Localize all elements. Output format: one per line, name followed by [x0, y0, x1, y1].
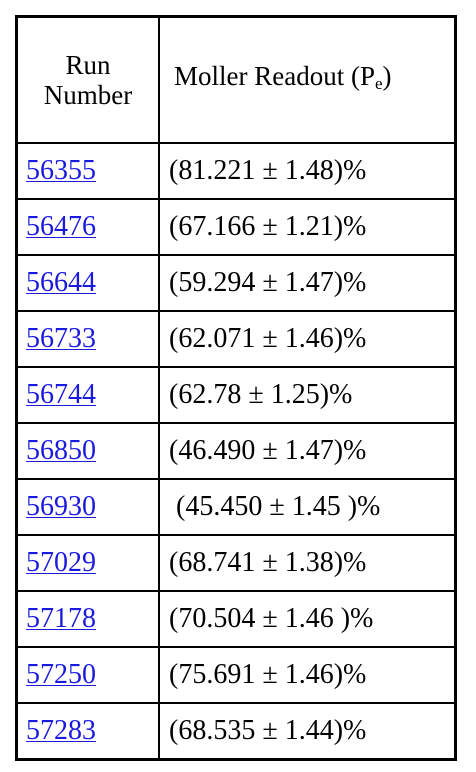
readout-cell: (67.166 ± 1.21)% [158, 198, 456, 256]
run-number-link[interactable]: 56930 [26, 491, 96, 522]
moller-header-subscript: e [374, 74, 383, 93]
moller-readout-table: Run Number Moller Readout (Pe) 56355 (81… [15, 15, 457, 761]
readout-cell: (81.221 ± 1.48)% [158, 142, 456, 200]
run-number-header: Run Number [15, 15, 160, 144]
run-number-cell: 56930 [15, 478, 160, 536]
run-number-cell: 56733 [15, 310, 160, 368]
run-number-link[interactable]: 56476 [26, 211, 96, 242]
table-row: 56850 (46.490 ± 1.47)% [15, 422, 456, 480]
run-number-link[interactable]: 56644 [26, 267, 96, 298]
run-number-link[interactable]: 56850 [26, 435, 96, 466]
run-header-line1: Run [65, 50, 111, 80]
run-number-cell: 57178 [15, 590, 160, 648]
run-number-link[interactable]: 57178 [26, 603, 96, 634]
readout-cell: (62.78 ± 1.25)% [158, 366, 456, 424]
readout-cell: (45.450 ± 1.45 )% [158, 478, 456, 536]
readout-cell: (68.535 ± 1.44)% [158, 702, 456, 760]
readout-cell: (68.741 ± 1.38)% [158, 534, 456, 592]
run-number-link[interactable]: 56733 [26, 323, 96, 354]
table-row: 56355 (81.221 ± 1.48)% [15, 142, 456, 200]
run-number-cell: 57029 [15, 534, 160, 592]
readout-cell: (70.504 ± 1.46 )% [158, 590, 456, 648]
run-header-line2: Number [43, 80, 133, 110]
run-number-cell: 56744 [15, 366, 160, 424]
run-number-cell: 57283 [15, 702, 160, 760]
table-row: 57029 (68.741 ± 1.38)% [15, 534, 456, 592]
run-number-link[interactable]: 56744 [26, 379, 96, 410]
table-row: 56733 (62.071 ± 1.46)% [15, 310, 456, 368]
header-row: Run Number Moller Readout (Pe) [15, 15, 456, 144]
readout-cell: (75.691 ± 1.46)% [158, 646, 456, 704]
run-number-cell: 56476 [15, 198, 160, 256]
moller-header-close: ) [382, 61, 392, 91]
run-number-link[interactable]: 57250 [26, 659, 96, 690]
run-number-link[interactable]: 56355 [26, 155, 96, 186]
table-row: 57178 (70.504 ± 1.46 )% [15, 590, 456, 648]
moller-readout-header: Moller Readout (Pe) [158, 15, 456, 144]
readout-cell: (62.071 ± 1.46)% [158, 310, 456, 368]
table-row: 56744 (62.78 ± 1.25)% [15, 366, 456, 424]
table-row: 56930 (45.450 ± 1.45 )% [15, 478, 456, 536]
readout-cell: (59.294 ± 1.47)% [158, 254, 456, 312]
run-number-cell: 56355 [15, 142, 160, 200]
table-row: 57250 (75.691 ± 1.46)% [15, 646, 456, 704]
run-number-cell: 56850 [15, 422, 160, 480]
table-row: 57283 (68.535 ± 1.44)% [15, 702, 456, 760]
run-number-cell: 57250 [15, 646, 160, 704]
moller-table-container: Run Number Moller Readout (Pe) 56355 (81… [15, 15, 457, 761]
moller-header-text: Moller Readout (P [174, 61, 375, 91]
table-row: 56476 (67.166 ± 1.21)% [15, 198, 456, 256]
readout-cell: (46.490 ± 1.47)% [158, 422, 456, 480]
run-number-link[interactable]: 57029 [26, 547, 96, 578]
run-number-link[interactable]: 57283 [26, 714, 96, 746]
run-number-cell: 56644 [15, 254, 160, 312]
table-row: 56644 (59.294 ± 1.47)% [15, 254, 456, 312]
